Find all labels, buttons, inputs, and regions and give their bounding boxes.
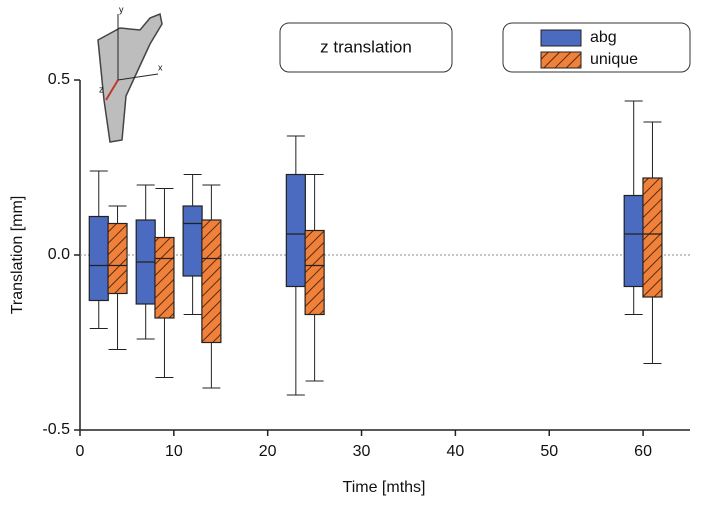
title-box: [279, 22, 453, 73]
inset-diagram: y x z: [97, 4, 163, 143]
y-tick-label: -0.5: [42, 421, 70, 438]
inset-label: z: [99, 84, 104, 94]
box: [642, 177, 663, 298]
box: [154, 236, 175, 319]
box: [88, 215, 109, 302]
box: [285, 173, 306, 288]
y-tick-label: 0.0: [48, 246, 70, 263]
x-tick-label: 0: [76, 443, 85, 460]
box: [107, 222, 128, 295]
x-tick-label: 30: [353, 443, 371, 460]
x-tick-label: 20: [259, 443, 277, 460]
legend-swatch: [540, 51, 582, 69]
inset-label: y: [119, 4, 124, 14]
x-tick-label: 50: [540, 443, 558, 460]
box: [623, 194, 644, 288]
box: [304, 229, 325, 316]
box: [201, 219, 222, 344]
legend-label: abg: [590, 29, 617, 46]
x-axis-label: Time [mths]: [343, 479, 426, 496]
x-tick-label: 60: [634, 443, 652, 460]
box: [182, 205, 203, 277]
x-tick-label: 10: [165, 443, 183, 460]
y-axis-label: Translation [mm]: [9, 196, 26, 315]
legend-label: unique: [590, 51, 638, 68]
y-tick-label: 0.5: [48, 71, 70, 88]
chart-title: z translation: [320, 37, 412, 56]
inset-label: x: [158, 62, 163, 72]
legend-swatch: [540, 29, 582, 47]
x-tick-label: 40: [446, 443, 464, 460]
